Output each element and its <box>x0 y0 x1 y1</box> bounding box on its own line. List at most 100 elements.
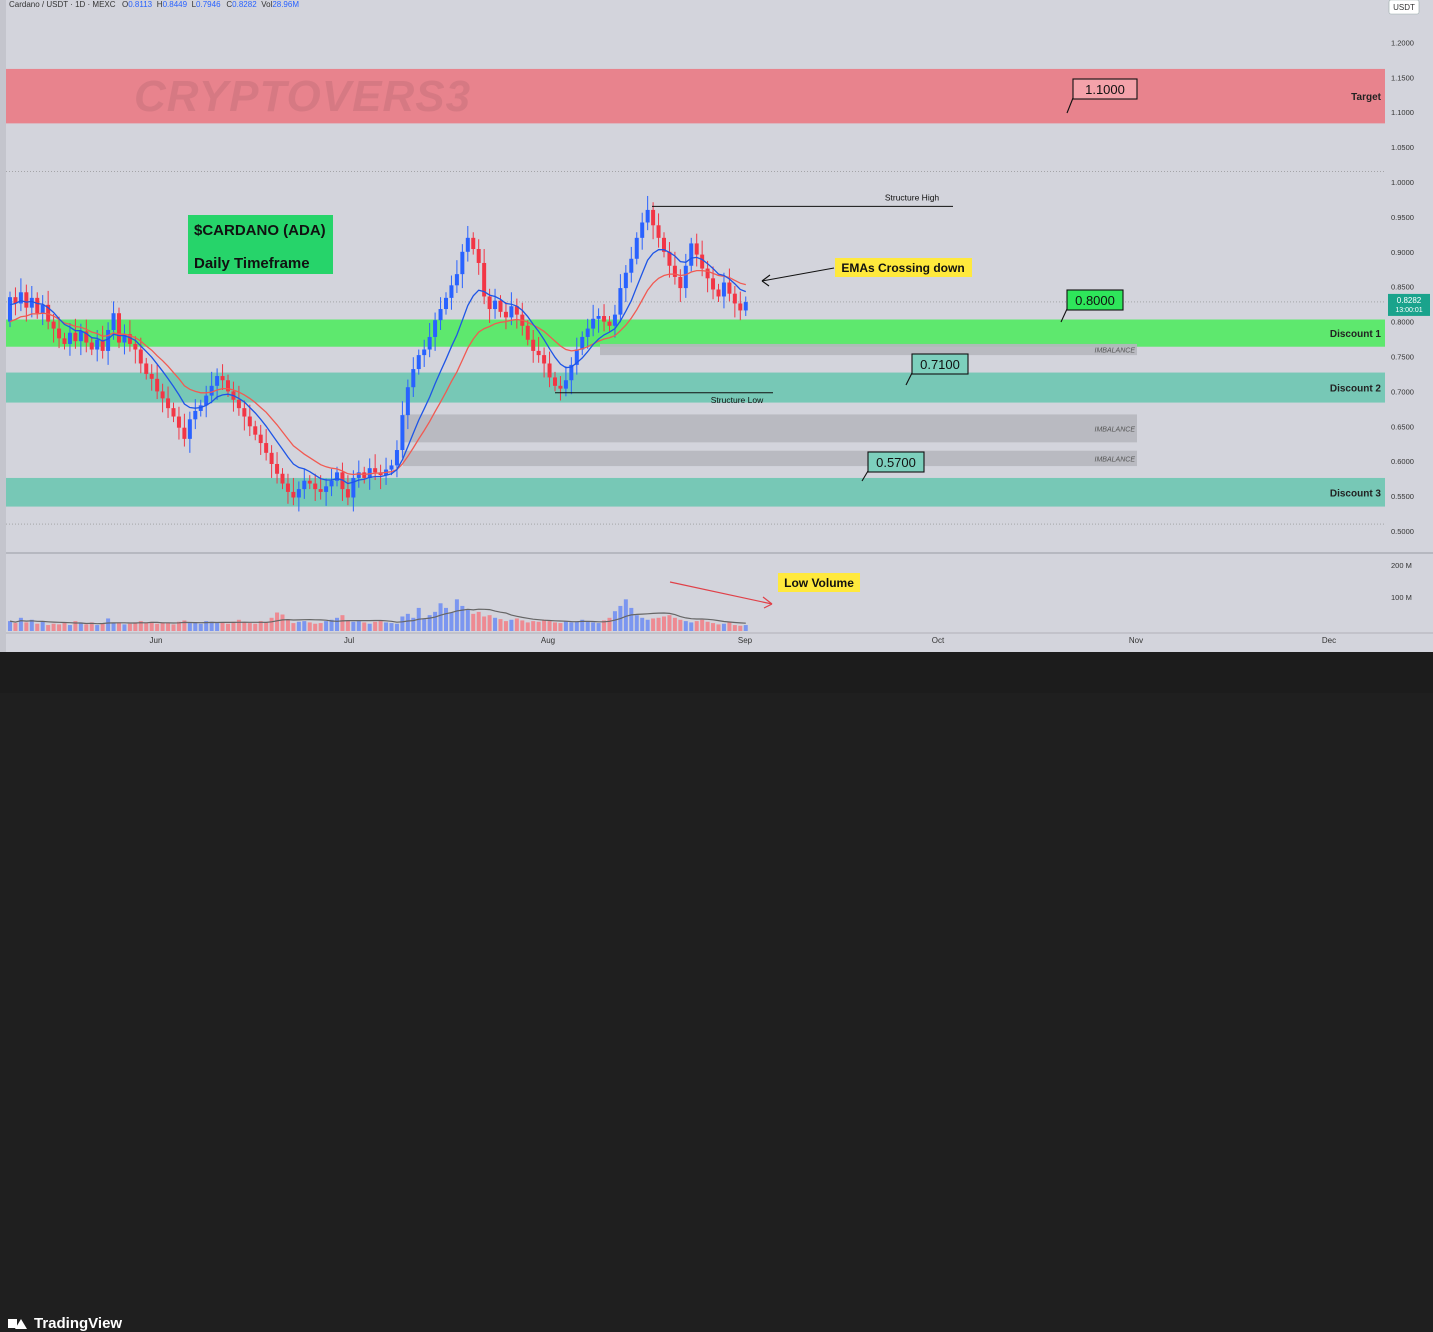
volume-bar <box>302 621 307 631</box>
ema-fast-line <box>9 249 747 485</box>
time-axis[interactable]: Jun Jul Aug Sep Oct Nov Dec <box>150 636 1337 645</box>
candle-body <box>318 489 323 492</box>
volume-bar <box>127 623 132 631</box>
candle-body <box>629 258 634 273</box>
volume-bar <box>471 613 476 631</box>
zone-label-discount-2: Discount 2 <box>1330 384 1382 395</box>
volume-bar <box>171 624 176 631</box>
zone-label-discount-1: Discount 1 <box>1330 329 1382 340</box>
candle-body <box>209 385 214 396</box>
volume-bar <box>29 619 34 631</box>
level-callout-box <box>911 353 969 375</box>
volume-bar <box>542 619 547 631</box>
volume-bar <box>422 619 427 631</box>
candle-body <box>264 443 269 453</box>
volume-bar <box>460 605 465 631</box>
candle-body <box>667 251 672 266</box>
price-tick-0.9000: 0.9000 <box>1391 248 1414 257</box>
tradingview-logo[interactable]: TradingView <box>8 1315 122 1332</box>
watermark: CRYPTOVERS3 <box>134 72 471 121</box>
time-label-oct: Oct <box>932 636 945 645</box>
volume-bar <box>394 623 399 631</box>
volume-bar <box>307 622 312 631</box>
imbalance-3 <box>403 450 1137 467</box>
title-line-2: Daily Timeframe <box>194 255 310 272</box>
candle-body <box>612 314 617 326</box>
currency-badge[interactable]: USDT <box>1393 3 1415 12</box>
volume-bar <box>144 623 149 631</box>
candle-body <box>460 251 465 275</box>
volume-bar <box>520 620 525 631</box>
candle-body <box>8 297 12 322</box>
volume-ma-line <box>9 608 746 625</box>
ohlc-l: L0.7946 <box>192 0 221 9</box>
volume-bar <box>84 624 89 631</box>
candle-body <box>296 489 301 498</box>
candle-body <box>242 408 247 417</box>
level-callout-1.1000: 1.1000 <box>1085 82 1125 97</box>
candle-body <box>100 339 105 351</box>
candle-body <box>13 297 18 304</box>
price-tick-0.6500: 0.6500 <box>1391 422 1414 431</box>
volume-bar <box>569 622 574 631</box>
level-callout-leader <box>861 470 869 482</box>
volume-bar <box>100 623 105 631</box>
candle-body <box>220 376 225 381</box>
price-chart[interactable]: Cardano / USDT · 1D · MEXC O0.8113 H0.844… <box>0 0 1433 652</box>
candle-body <box>411 369 416 388</box>
price-axis[interactable]: 1.2000 1.1500 1.1000 1.0500 1.0000 0.9500 0.90… <box>1391 38 1414 536</box>
candle-body <box>427 336 432 350</box>
price-tick-0.5000: 0.5000 <box>1391 527 1414 536</box>
candle-body <box>727 282 732 294</box>
volume-bar <box>727 622 732 631</box>
volume-bar <box>198 623 203 631</box>
volume-bar <box>438 603 443 631</box>
volume-bar <box>73 621 78 631</box>
volume-bar <box>182 620 187 631</box>
imbalance-label-3: IMBALANCE <box>1095 456 1136 463</box>
candle-body <box>138 349 143 364</box>
candle-body <box>547 363 552 378</box>
structure-high-label: Structure High <box>885 192 940 202</box>
candle-body <box>732 293 737 304</box>
candle-body <box>416 355 421 370</box>
volume-bar <box>651 618 656 631</box>
price-tick-0.7500: 0.7500 <box>1391 353 1414 362</box>
candle-body <box>438 309 443 321</box>
candle-body <box>689 243 694 266</box>
candle-body <box>394 450 399 466</box>
volume-bar <box>209 621 214 631</box>
volume-bar <box>155 623 160 631</box>
candle-body <box>40 304 45 314</box>
volume-bar <box>215 623 220 631</box>
volume-bar <box>553 622 557 631</box>
candle-body <box>574 349 579 365</box>
candle-body <box>236 399 241 409</box>
volume-bar <box>384 622 389 631</box>
candle-body <box>444 297 448 310</box>
candle-body <box>558 385 563 389</box>
ema-callout-arrowhead <box>761 274 771 287</box>
volume-bar <box>18 617 23 631</box>
candle-body <box>509 306 514 318</box>
candle-body <box>700 254 705 269</box>
volume-bar <box>596 623 601 631</box>
candle-body <box>422 349 427 356</box>
volume-bar <box>574 621 579 631</box>
volume-bar <box>51 623 56 631</box>
candle-body <box>569 364 574 381</box>
volume-bar <box>400 616 405 631</box>
imbalance-label-2: IMBALANCE <box>1095 426 1136 433</box>
candle-body <box>378 472 383 476</box>
candle-body <box>280 473 285 484</box>
candle-body <box>389 465 394 470</box>
price-tick-0.9500: 0.9500 <box>1391 213 1414 222</box>
candle-body <box>640 222 645 238</box>
candle-body <box>373 468 378 473</box>
volume-bar <box>35 623 40 631</box>
current-price-tag <box>1388 293 1430 316</box>
ema-callout: EMAs Crossing down <box>841 261 964 275</box>
volume-bar <box>444 607 448 631</box>
candle-body <box>345 489 350 498</box>
level-callout-0.8000: 0.8000 <box>1075 293 1115 308</box>
